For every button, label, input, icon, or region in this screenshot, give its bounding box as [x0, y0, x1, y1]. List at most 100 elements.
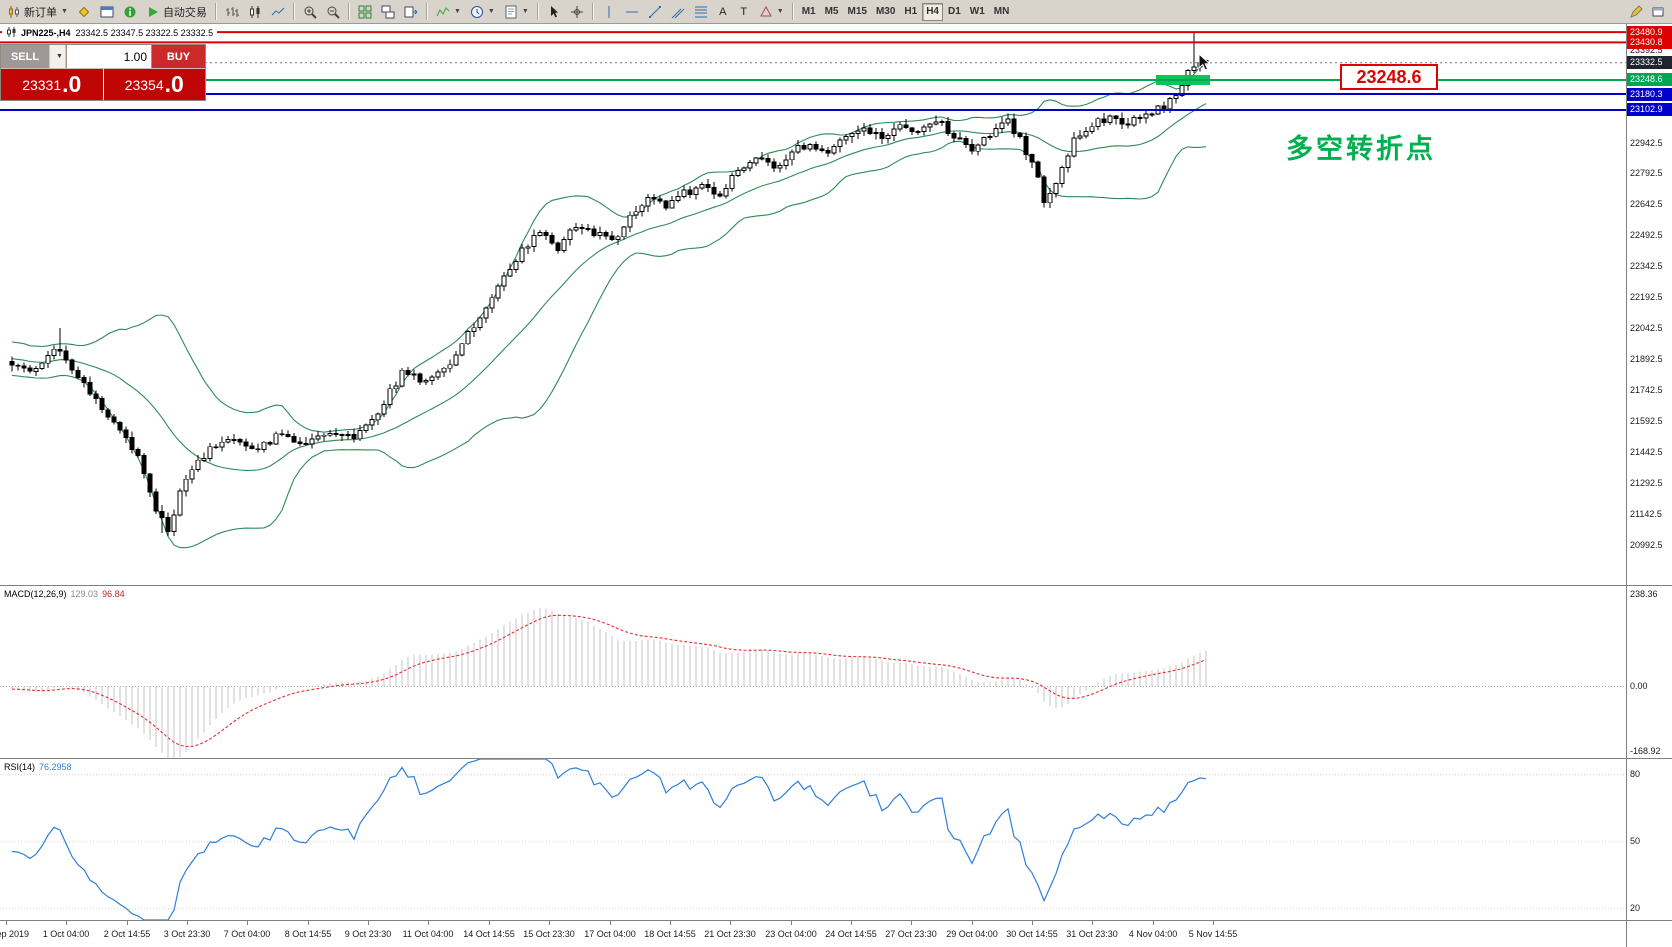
timeframe-m15-button[interactable]: M15: [844, 3, 871, 21]
candlestick-chart-button[interactable]: [244, 2, 266, 22]
profiles-icon: [77, 5, 91, 19]
templates-button[interactable]: ▼: [500, 2, 533, 22]
price-scale-label: 22942.5: [1630, 138, 1663, 148]
time-axis-label: 29 Oct 04:00: [946, 929, 998, 939]
rsi-scale-label: 50: [1630, 836, 1641, 846]
new-order-button[interactable]: 新订单 ▼: [3, 2, 72, 22]
rsi-scale-label: 20: [1630, 903, 1641, 913]
buy-price-display[interactable]: 23354.0: [103, 69, 205, 100]
toolbar-separator: [791, 3, 794, 20]
crosshair-button[interactable]: [566, 2, 588, 22]
price-scale-label: 21442.5: [1630, 447, 1663, 457]
time-axis-tick: [489, 921, 490, 925]
price-scale-label: 22042.5: [1630, 323, 1663, 333]
market-watch-button[interactable]: [96, 2, 118, 22]
macd-scale[interactable]: 238.36 0.00 -168.92: [1626, 586, 1672, 758]
timeframe-w1-button[interactable]: W1: [966, 3, 989, 21]
price-line-badge: 23480.9: [1627, 26, 1672, 39]
time-axis-tick: [6, 921, 7, 925]
rsi-label: RSI(14) 76.2958: [4, 762, 72, 772]
macd-signal-line: [11, 614, 1207, 748]
chart-icon: [6, 27, 16, 39]
price-scale-label: 22342.5: [1630, 261, 1663, 271]
line-chart-button[interactable]: [267, 2, 289, 22]
main-toolbar: 新订单 ▼ 自动交易 ▼ ▼ ▼ A T ▼ M1 M5 M15 M30 H1 H4 D1 W1 MN: [0, 0, 1672, 24]
macd-scale-label: -168.92: [1630, 746, 1661, 756]
bar-chart-icon: [225, 5, 239, 19]
time-axis-label: 5 Nov 14:55: [1188, 929, 1238, 939]
time-axis-tick: [127, 921, 128, 925]
time-axis-tick: [428, 921, 429, 925]
autotrading-button[interactable]: 自动交易: [142, 2, 211, 22]
price-scale[interactable]: 23392.5 22942.5 22792.5 22642.5 22492.5 22342…: [1626, 24, 1672, 585]
bar-chart-button[interactable]: [221, 2, 243, 22]
price-scale-label: 22792.5: [1630, 168, 1663, 178]
time-axis-tick: [1092, 921, 1093, 925]
tile-windows-button[interactable]: [354, 2, 376, 22]
main-chart-panel: JPN225-,H4 23342.5 23347.5 23322.5 23332…: [0, 24, 1672, 585]
timeframe-m1-button[interactable]: M1: [798, 3, 820, 21]
time-axis[interactable]: 9 Sep 2019 1 Oct 04:00 2 Oct 14:55 3 Oct 23…: [0, 920, 1672, 947]
sell-button[interactable]: SELL: [1, 45, 49, 68]
order-options-dropdown[interactable]: ▼: [49, 45, 66, 68]
arrange-charts-button[interactable]: [377, 2, 399, 22]
time-axis-label: 30 Oct 14:55: [1006, 929, 1058, 939]
rsi-chart[interactable]: [0, 759, 1626, 920]
rsi-plot-area: RSI(14) 76.2958: [0, 759, 1626, 920]
macd-panel: MACD(12,26,9) 129.03 96.84 238.36 0.00 -168.…: [0, 585, 1672, 758]
toolbar-separator: [214, 3, 217, 20]
sell-price-display[interactable]: 23331.0: [1, 69, 103, 100]
periods-icon: [470, 5, 484, 19]
time-axis-label: 7 Oct 04:00: [223, 929, 271, 939]
equidistant-channel-button[interactable]: [667, 2, 689, 22]
timeframe-d1-button[interactable]: D1: [944, 3, 965, 21]
chevron-down-icon: ▼: [487, 8, 495, 15]
macd-chart[interactable]: [0, 586, 1626, 758]
chart-shift-button[interactable]: [400, 2, 422, 22]
bollinger-upper-band: [11, 60, 1207, 433]
vertical-line-button[interactable]: [598, 2, 620, 22]
text-button[interactable]: A: [713, 2, 733, 22]
chart-plot-area: JPN225-,H4 23342.5 23347.5 23322.5 23332…: [0, 24, 1626, 585]
timeframe-mn-button[interactable]: MN: [990, 3, 1014, 21]
mouse-cursor-icon: [1198, 53, 1211, 71]
time-axis-label: 9 Oct 23:30: [344, 929, 392, 939]
horizontal-line-button[interactable]: [621, 2, 643, 22]
candlestick-chart[interactable]: [0, 24, 1626, 585]
buy-button[interactable]: BUY: [152, 45, 205, 68]
zoom-in-button[interactable]: [299, 2, 321, 22]
edit-icon: [1629, 4, 1643, 19]
timeframe-m5-button[interactable]: M5: [821, 3, 843, 21]
zoom-out-button[interactable]: [322, 2, 344, 22]
indicators-button[interactable]: ▼: [432, 2, 465, 22]
profiles-button[interactable]: [73, 2, 95, 22]
timeframe-h1-button[interactable]: H1: [900, 3, 921, 21]
periods-button[interactable]: ▼: [466, 2, 499, 22]
candles: [9, 32, 1209, 537]
price-scale-label: 22192.5: [1630, 292, 1663, 302]
time-axis-label: 17 Oct 04:00: [584, 929, 636, 939]
chart-ohlc-values: 23342.5 23347.5 23322.5 23332.5: [75, 28, 214, 38]
timeframe-m30-button[interactable]: M30: [872, 3, 899, 21]
price-level-callout: 23248.6: [1340, 64, 1438, 90]
price-scale-label: 21292.5: [1630, 478, 1663, 488]
cursor-button[interactable]: [543, 2, 565, 22]
edit-button[interactable]: [1625, 2, 1647, 22]
arrange-charts-icon: [381, 5, 395, 19]
fibonacci-button[interactable]: [690, 2, 712, 22]
arrows-button[interactable]: ▼: [755, 2, 788, 22]
toolbar-separator: [347, 3, 350, 20]
time-axis-tick: [730, 921, 731, 925]
trendline-button[interactable]: [644, 2, 666, 22]
time-axis-label: 9 Sep 2019: [0, 929, 30, 939]
new-chart-window-button[interactable]: [1647, 2, 1669, 22]
templates-icon: [504, 5, 518, 19]
timeframe-h4-button[interactable]: H4: [922, 2, 943, 21]
data-window-button[interactable]: [119, 2, 141, 22]
rsi-scale[interactable]: 80 50 20: [1626, 759, 1672, 920]
chart-title: JPN225-,H4 23342.5 23347.5 23322.5 23332…: [2, 27, 218, 39]
time-axis-tick: [1213, 921, 1214, 925]
time-axis-tick: [791, 921, 792, 925]
volume-input[interactable]: [66, 45, 152, 68]
text-label-button[interactable]: T: [734, 2, 754, 22]
